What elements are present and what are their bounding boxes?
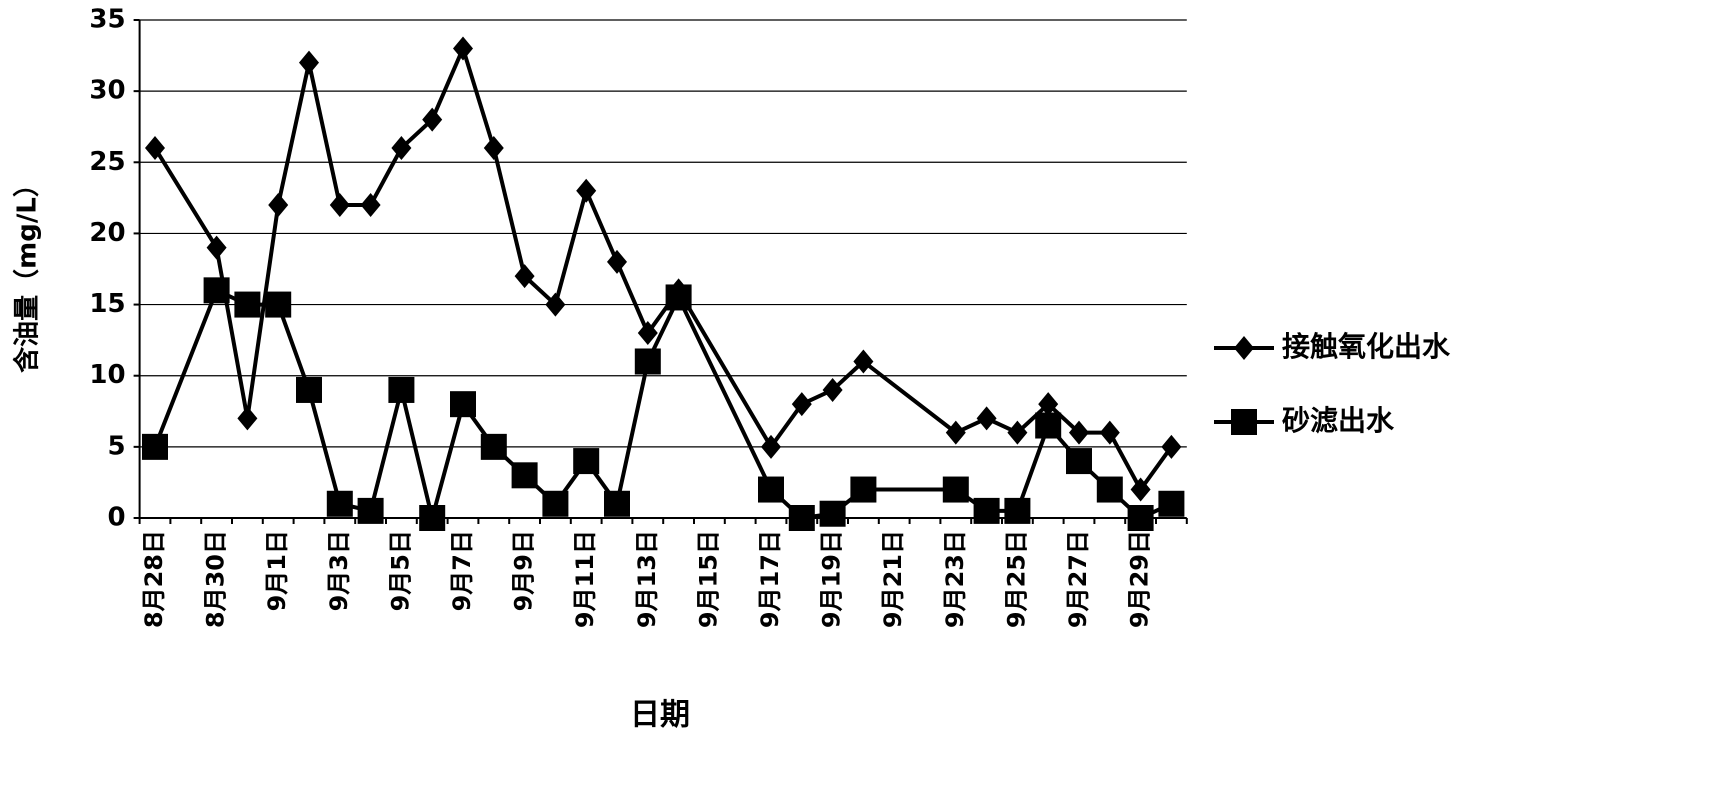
marker xyxy=(357,497,384,524)
y-tick-label: 0 xyxy=(108,503,126,533)
marker xyxy=(514,264,535,289)
y-tick-label: 5 xyxy=(108,431,126,461)
marker xyxy=(761,434,781,459)
marker xyxy=(391,136,412,161)
marker xyxy=(1066,448,1092,475)
marker xyxy=(511,462,538,489)
x-tick-label: 9月5日 xyxy=(386,530,414,611)
marker xyxy=(450,391,476,418)
marker xyxy=(237,406,258,431)
marker xyxy=(299,50,319,75)
marker xyxy=(850,476,877,503)
marker xyxy=(1127,505,1154,531)
marker xyxy=(268,192,289,217)
marker xyxy=(483,136,504,161)
x-tick-label: 9月25日 xyxy=(1002,530,1030,628)
marker xyxy=(634,348,661,375)
marker xyxy=(542,490,569,517)
marker xyxy=(973,497,1000,524)
marker xyxy=(203,277,230,304)
marker xyxy=(945,420,966,445)
marker xyxy=(1038,392,1059,417)
legend-label: 接触氧化出水 xyxy=(1282,330,1451,363)
x-tick-label: 9月3日 xyxy=(325,530,353,611)
marker xyxy=(604,490,630,517)
y-tick-label: 15 xyxy=(89,289,125,319)
marker xyxy=(388,376,415,403)
marker xyxy=(822,377,843,402)
marker xyxy=(1007,420,1028,445)
x-tick-label: 9月19日 xyxy=(818,530,846,628)
x-tick-label: 9月29日 xyxy=(1126,530,1154,628)
marker xyxy=(853,349,874,374)
marker xyxy=(791,392,812,417)
marker xyxy=(480,433,507,460)
marker xyxy=(326,490,353,517)
x-tick-label: 9月21日 xyxy=(879,530,907,628)
marker xyxy=(1161,434,1182,459)
marker xyxy=(665,284,692,311)
x-tick-label: 9月15日 xyxy=(694,530,722,628)
x-tick-label: 8月28日 xyxy=(140,530,168,628)
x-tick-label: 9月17日 xyxy=(756,530,784,628)
marker xyxy=(265,291,292,318)
x-axis-label: 日期 xyxy=(630,698,690,733)
x-tick-label: 9月27日 xyxy=(1064,530,1092,628)
marker xyxy=(296,376,322,403)
marker xyxy=(453,36,473,61)
x-tick-label: 9月23日 xyxy=(941,530,969,628)
marker xyxy=(819,500,846,527)
marker xyxy=(1069,420,1089,445)
marker xyxy=(1035,412,1062,439)
marker xyxy=(758,476,784,503)
marker xyxy=(788,505,815,531)
marker xyxy=(145,136,165,161)
marker xyxy=(1096,476,1123,503)
y-axis-label: 含油量（mg/L） xyxy=(12,171,43,373)
marker xyxy=(576,178,597,203)
marker xyxy=(1130,477,1151,502)
x-tick-label: 9月11日 xyxy=(571,530,599,628)
series-line xyxy=(153,288,1173,520)
marker xyxy=(329,192,350,217)
marker xyxy=(419,505,446,531)
x-tick-label: 9月13日 xyxy=(633,530,661,628)
y-tick-label: 25 xyxy=(89,147,125,177)
marker xyxy=(1099,420,1120,445)
y-tick-label: 30 xyxy=(89,76,125,106)
marker xyxy=(976,406,997,431)
x-tick-label: 9月1日 xyxy=(263,530,291,611)
marker xyxy=(637,321,658,346)
y-tick-label: 10 xyxy=(89,360,125,390)
marker xyxy=(1231,409,1257,435)
y-tick-label: 20 xyxy=(89,218,125,248)
marker xyxy=(360,192,381,217)
x-tick-label: 8月30日 xyxy=(202,530,230,628)
marker xyxy=(422,107,443,132)
marker xyxy=(545,292,566,317)
marker xyxy=(942,476,969,503)
x-tick-label: 9月7日 xyxy=(448,530,476,611)
x-tick-label: 9月9日 xyxy=(510,530,538,611)
marker xyxy=(1158,490,1185,517)
marker xyxy=(607,249,627,274)
marker xyxy=(142,433,168,460)
marker xyxy=(206,235,227,260)
marker xyxy=(1004,497,1031,524)
marker xyxy=(573,448,600,475)
legend-label: 砂滤出水 xyxy=(1282,404,1395,437)
marker xyxy=(234,291,261,318)
y-tick-label: 35 xyxy=(89,5,125,35)
marker xyxy=(1234,336,1254,360)
